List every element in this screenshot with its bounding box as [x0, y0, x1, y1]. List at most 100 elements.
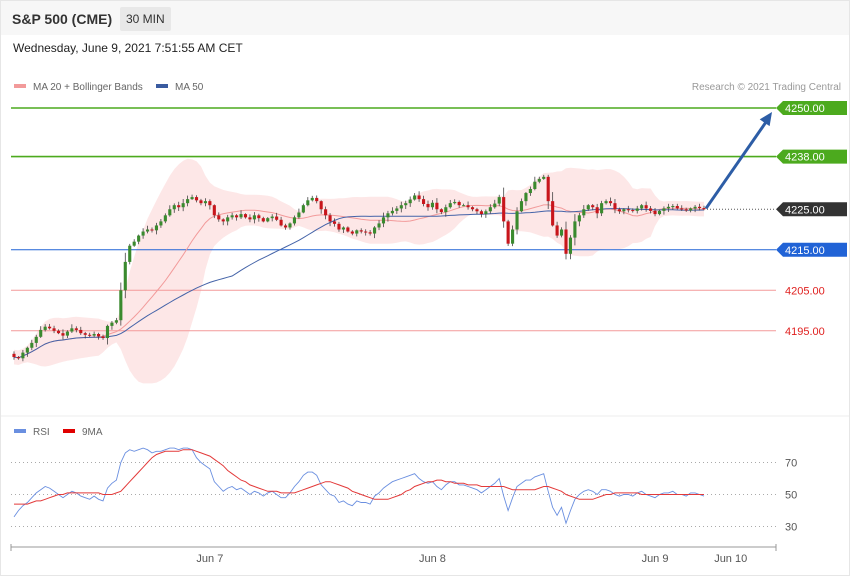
- candle: [693, 204, 697, 213]
- candle-body: [631, 210, 635, 212]
- target-arrow-shaft: [704, 121, 768, 210]
- candle: [150, 227, 154, 233]
- candle: [511, 225, 515, 247]
- rsi-ma-line: [14, 449, 704, 505]
- candle: [631, 208, 635, 213]
- candle-body: [573, 221, 577, 238]
- candle: [52, 325, 56, 334]
- candle: [74, 326, 78, 333]
- candle-body: [52, 328, 56, 331]
- candle-body: [350, 231, 354, 234]
- candle-body: [172, 205, 176, 210]
- candle: [16, 355, 21, 360]
- candle-body: [564, 229, 568, 254]
- candle-body: [506, 221, 510, 244]
- candle-body: [524, 193, 528, 202]
- candle-body: [622, 209, 626, 212]
- candle-body: [640, 205, 644, 209]
- candle: [132, 239, 136, 247]
- candle: [186, 195, 190, 207]
- candle-body: [217, 215, 221, 220]
- candle-body: [662, 208, 666, 211]
- candle: [288, 222, 292, 230]
- candle-body: [649, 208, 653, 211]
- candle-body: [697, 206, 702, 209]
- candle: [25, 346, 29, 357]
- candle-body: [404, 203, 408, 206]
- candle: [279, 216, 283, 227]
- candle: [555, 221, 559, 238]
- candle-body: [208, 201, 212, 206]
- candle: [488, 204, 492, 214]
- candle-body: [123, 261, 127, 291]
- candle-body: [568, 237, 573, 254]
- rsi-legend-swatch: [14, 429, 26, 433]
- candle: [381, 212, 386, 228]
- candle: [359, 228, 363, 234]
- candle-body: [653, 210, 657, 215]
- candle: [355, 229, 359, 237]
- candle-body: [417, 195, 421, 200]
- candle: [110, 321, 114, 330]
- candle: [243, 213, 248, 219]
- candle: [435, 198, 439, 214]
- candle: [137, 234, 141, 245]
- candle-body: [377, 223, 381, 228]
- candle-body: [600, 203, 604, 214]
- candle: [413, 193, 417, 201]
- candle-body: [56, 330, 61, 334]
- level-tag-label: 4215.00: [785, 245, 825, 257]
- candle-body: [604, 201, 608, 204]
- candle: [684, 207, 688, 212]
- candle: [221, 218, 225, 226]
- candle: [261, 216, 265, 223]
- candle: [337, 221, 341, 232]
- candle: [297, 208, 301, 219]
- candle-body: [479, 211, 483, 215]
- candle: [377, 220, 381, 231]
- candle: [475, 207, 479, 215]
- candle: [506, 219, 510, 246]
- candle-body: [16, 357, 21, 359]
- ma50-legend-label: MA 50: [175, 82, 204, 93]
- candle: [671, 203, 675, 210]
- candle: [644, 201, 648, 212]
- ma20-line: [13, 204, 704, 359]
- timeframe-badge[interactable]: 30 MIN: [120, 7, 171, 31]
- level-tag-label: 4250.00: [785, 103, 825, 115]
- candle: [573, 214, 577, 246]
- candle: [479, 209, 483, 218]
- candle: [444, 204, 448, 217]
- candle-body: [586, 205, 590, 210]
- candle-body: [608, 201, 613, 204]
- candle: [306, 197, 310, 207]
- credit-label: Research © 2021 Trading Central: [692, 82, 841, 93]
- candle-body: [515, 211, 519, 230]
- candle-body: [275, 216, 279, 220]
- candle-body: [297, 212, 301, 218]
- candle: [457, 200, 461, 208]
- candle: [12, 351, 16, 360]
- candle: [493, 199, 497, 209]
- candle: [595, 203, 599, 219]
- candle-body: [283, 225, 288, 228]
- candle-body: [74, 328, 78, 330]
- candle: [608, 197, 613, 206]
- candle: [582, 205, 586, 218]
- candle: [239, 210, 243, 220]
- candle-body: [537, 178, 541, 182]
- level-tag: 4238.00: [776, 149, 847, 164]
- candle-body: [239, 214, 243, 218]
- candle-body: [199, 200, 203, 204]
- candle-body: [693, 206, 697, 209]
- candle: [551, 192, 555, 227]
- candle-body: [43, 326, 47, 330]
- candle-body: [270, 216, 274, 219]
- candle-body: [702, 208, 706, 210]
- candle-body: [399, 205, 403, 209]
- candle: [568, 235, 573, 260]
- candle-body: [257, 215, 261, 219]
- candle-body: [359, 230, 363, 232]
- candle: [257, 213, 261, 222]
- candle-body: [657, 210, 662, 215]
